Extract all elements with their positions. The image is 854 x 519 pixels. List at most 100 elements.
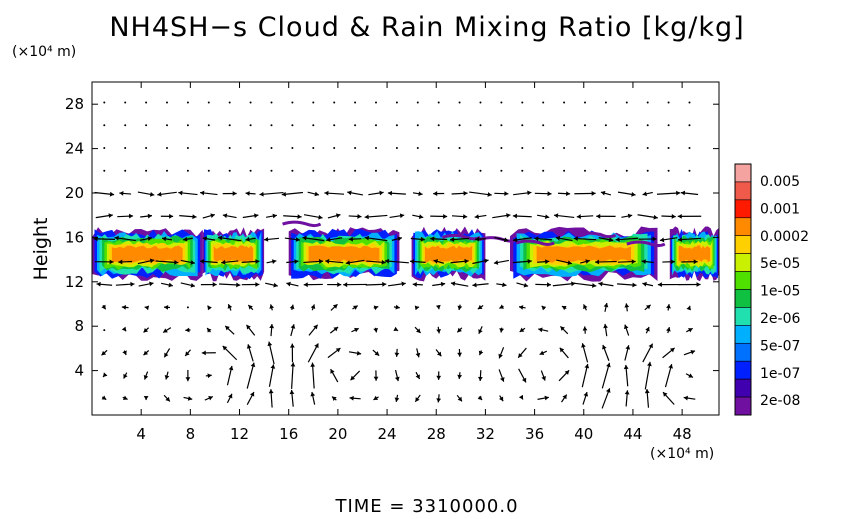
vector-head [354,327,359,333]
vector-dot [312,101,315,104]
vector-dot [165,101,168,104]
vector-head [666,304,671,309]
vector-dot [270,124,273,127]
vector-head [269,324,275,329]
vector-dot [228,147,231,150]
vector-dot [395,147,398,150]
vector-head [690,349,696,355]
y-tick-label: 24 [65,140,84,158]
vector-head [642,191,648,197]
vector-dot [583,147,586,150]
vector-head [659,237,665,243]
vector-head [500,377,505,382]
vector-head [523,282,529,288]
vector-head [555,235,561,241]
vector-head [652,236,657,242]
vector-head [606,362,611,368]
vector-head [440,281,446,287]
vector-head [207,305,212,311]
colorbar-label: 0.0002 [760,229,809,245]
x-tick-label: 32 [476,425,495,443]
vector-head [414,305,420,311]
vector-dot [165,169,168,172]
vector-head [101,304,106,310]
vector-dot [354,147,357,150]
vector-head [642,281,647,287]
vector-dot [333,124,336,127]
vector-dot [521,147,524,150]
vector-dot [667,147,670,150]
vector-dot [145,147,148,150]
time-label: TIME = 3310000.0 [335,496,519,517]
vector-head [668,364,673,369]
vector-head [281,191,287,197]
vector-head [436,398,442,403]
vector-head [561,305,567,311]
vector-head [121,305,127,310]
vector-head [250,362,256,368]
y-tick-label: 4 [74,362,84,380]
colorbar-label: 0.001 [760,201,800,217]
vector-head [269,304,275,309]
vector-head [567,260,572,266]
y-axis-unit: (×10⁴ m) [12,44,77,60]
vector-dot [354,124,357,127]
vector-head [433,191,438,196]
vector-dot [646,101,649,104]
vector-head [641,259,646,264]
vector-head [163,328,168,333]
vector-head [418,191,423,197]
vector-head [472,282,477,288]
vector-head [347,190,352,196]
vector-dot [103,169,106,172]
vector-dot [124,147,127,150]
vector-head [571,281,576,287]
vector-head [625,345,631,350]
vector-head [185,377,191,382]
vector-dot [625,169,628,172]
vector-head [464,258,469,264]
vector-head [582,326,588,331]
cloud-region [111,245,183,263]
vector-head [592,283,597,288]
vector-head [399,213,405,219]
vector-head [435,304,441,310]
vector-dot [646,124,649,127]
vector-head [553,213,559,219]
vector-head [541,376,546,381]
vector-head [333,327,339,332]
vector-head [147,213,152,219]
vector-head [143,375,149,380]
vector-head [412,282,417,287]
vector-head [382,281,387,287]
vector-head [688,328,693,333]
vector-dot [333,101,336,104]
vector-head [109,191,115,197]
vector-head [364,235,370,241]
vector-head [484,258,489,264]
vector-head [343,282,348,288]
vector-head [393,326,399,332]
vector-dot [354,169,357,172]
vector-head [254,213,259,219]
vector-head [222,345,228,351]
vector-head [149,281,154,287]
vector-head [600,190,606,196]
vector-head [415,352,421,358]
vector-head [527,190,532,196]
vector-head [268,389,274,394]
vector-head [143,396,149,401]
vector-head [387,190,393,196]
vector-head [518,305,524,310]
vector-arrow [259,191,284,196]
vector-head [270,364,276,369]
vector-head [164,352,169,358]
vector-dot [249,101,252,104]
vector-head [289,343,295,348]
vector-head [330,369,335,374]
vector-head [631,191,636,197]
vector-head [157,191,162,197]
colorbar-label: 1e-07 [760,366,800,382]
vector-head [534,236,539,242]
vector-dot [688,124,691,127]
